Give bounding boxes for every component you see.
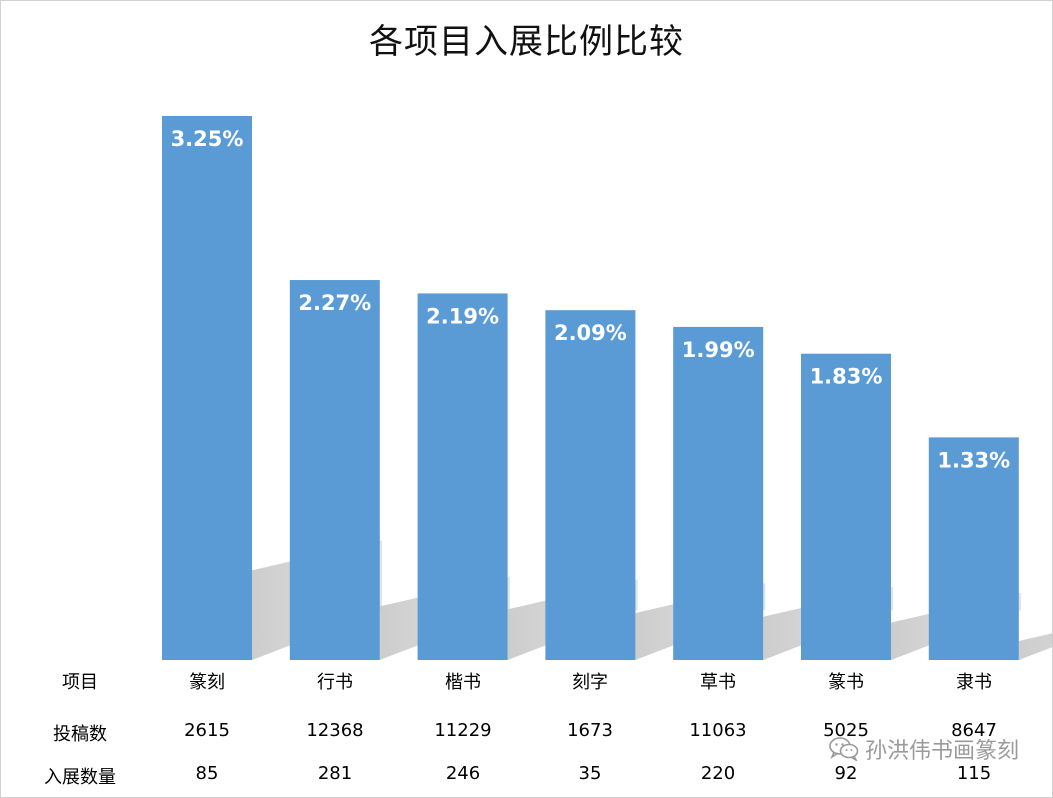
category-label: 篆刻: [189, 672, 225, 693]
bar-value-label: 2.27%: [298, 291, 371, 315]
bar-value-label: 1.99%: [682, 338, 755, 362]
bar: [928, 437, 1019, 660]
category-label: 隶书: [956, 672, 992, 693]
bar-value-labels: 3.25% 2.27% 2.19% 2.09% 1.99% 1.83% 1.33%: [171, 127, 1011, 472]
watermark-text: 孙洪伟书画篆刻: [864, 739, 1019, 764]
submissions-value: 12368: [306, 720, 364, 741]
category-label: 刻字: [572, 672, 608, 693]
accepted-value: 115: [956, 763, 992, 784]
bar: [417, 293, 508, 660]
table-row-submissions: 投稿数 2615 12368 11229 1673 11063 5025 864…: [0, 720, 1053, 750]
watermark: 孙洪伟书画篆刻: [829, 733, 1019, 765]
accepted-value: 92: [834, 763, 858, 784]
bar: [289, 280, 380, 660]
category-label: 篆书: [828, 672, 864, 693]
bar: [162, 116, 252, 660]
chart-title: 各项目入展比例比较: [369, 22, 684, 62]
bar-value-label: 1.83%: [810, 365, 883, 389]
category-label: 行书: [317, 672, 353, 693]
bars: [162, 116, 1019, 660]
bar-value-label: 1.33%: [937, 448, 1010, 472]
accepted-value: 85: [195, 763, 219, 784]
row-header-submissions: 投稿数: [53, 724, 107, 745]
submissions-value: 1673: [567, 720, 613, 741]
accepted-value: 281: [317, 763, 353, 784]
bar-shadow: [1018, 633, 1053, 660]
bar: [801, 353, 891, 660]
submissions-value: 5025: [823, 720, 869, 741]
accepted-value: 246: [445, 763, 481, 784]
submissions-value: 2615: [184, 720, 230, 741]
table-row-accepted: 入展数量 85 281 246 35 220 92 115: [0, 763, 1053, 793]
bar-value-label: 3.25%: [171, 127, 244, 151]
bar-value-label: 2.09%: [554, 321, 627, 345]
submissions-value: 11063: [689, 720, 747, 741]
accepted-value: 35: [578, 763, 602, 784]
wechat-icon: [829, 737, 859, 761]
bar: [545, 310, 636, 660]
table-row-category: 项目 篆刻 行书 楷书 刻字 草书 篆书 隶书: [0, 668, 1053, 698]
submissions-value: 11229: [434, 720, 492, 741]
accepted-value: 220: [700, 763, 736, 784]
row-header-category: 项目: [62, 672, 98, 693]
category-label: 楷书: [445, 672, 481, 693]
bar-value-label: 2.19%: [426, 304, 499, 328]
category-label: 草书: [700, 672, 736, 693]
bar: [673, 326, 764, 660]
row-header-accepted: 入展数量: [44, 767, 116, 788]
submissions-value: 8647: [951, 720, 997, 741]
